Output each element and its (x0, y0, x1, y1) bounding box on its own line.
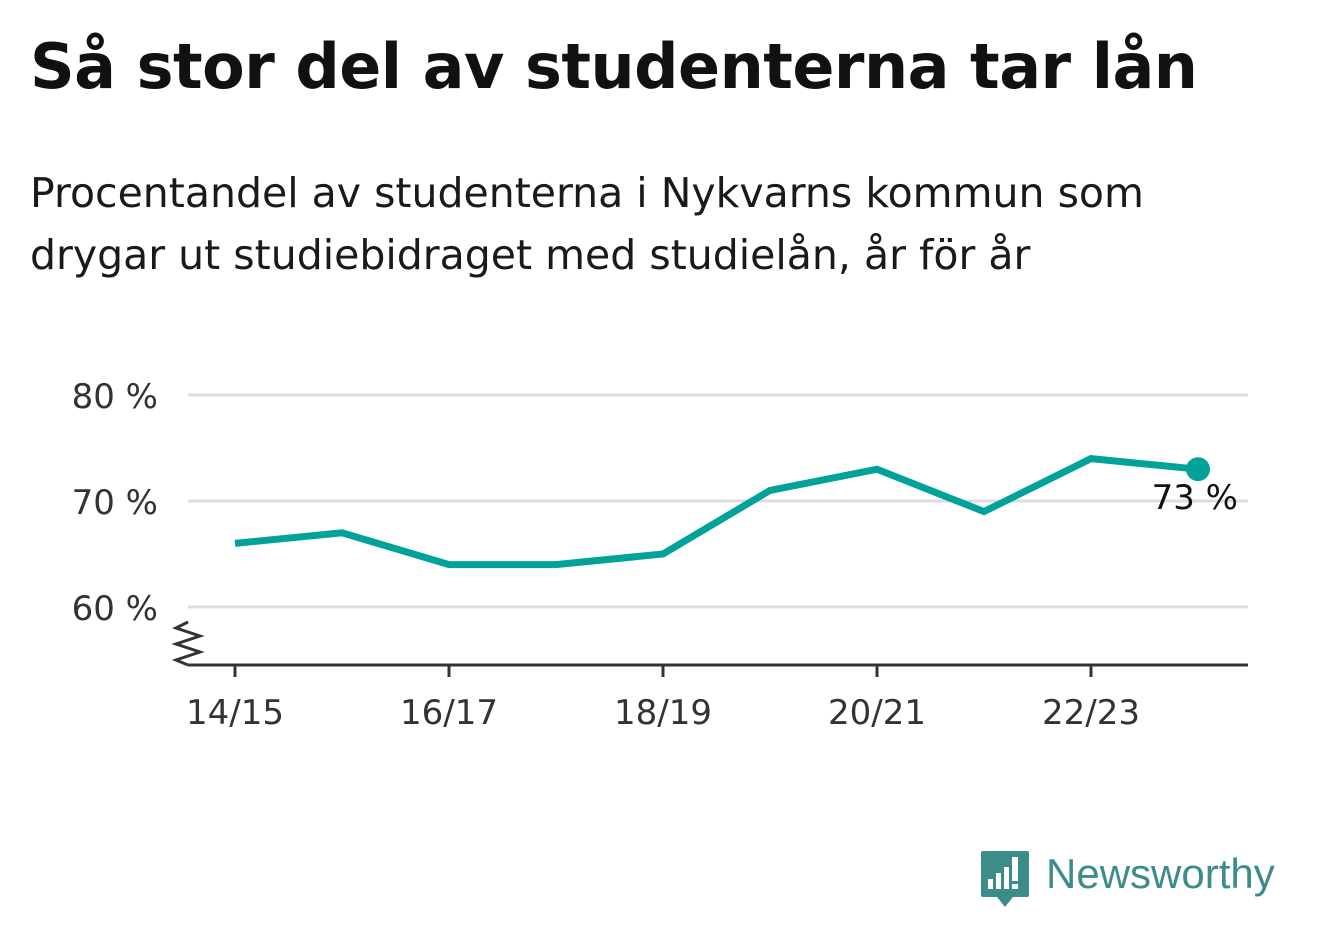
brand-logo: Newsworthy (980, 848, 1275, 912)
data-series (234, 455, 1210, 569)
x-tick-label: 22/23 (1042, 693, 1140, 733)
y-tick-label: 80 % (72, 377, 158, 417)
series-line (234, 455, 1199, 569)
chart-title: Så stor del av studenterna tar lån (30, 30, 1198, 103)
gridlines (188, 393, 1248, 609)
x-tick-label: 20/21 (828, 693, 926, 733)
x-axis: 14/15 16/17 18/19 20/21 22/23 (186, 663, 1248, 733)
brand-name: Newsworthy (1046, 850, 1275, 897)
chart-subtitle: Procentandel av studenterna i Nykvarns k… (30, 169, 1144, 279)
newsworthy-logo-icon (981, 851, 1029, 907)
data-labels: 73 % (1152, 478, 1238, 518)
axis-break-mark (171, 620, 205, 667)
y-tick-label: 70 % (72, 483, 158, 523)
x-tick-label: 18/19 (614, 693, 712, 733)
x-tick-label: 16/17 (400, 693, 498, 733)
y-tick-label: 60 % (72, 589, 158, 629)
y-axis: 60 % 70 % 80 % (72, 377, 205, 667)
x-tick-label: 14/15 (186, 693, 284, 733)
last-value-label: 73 % (1152, 478, 1238, 518)
series-end-point (1186, 457, 1210, 482)
